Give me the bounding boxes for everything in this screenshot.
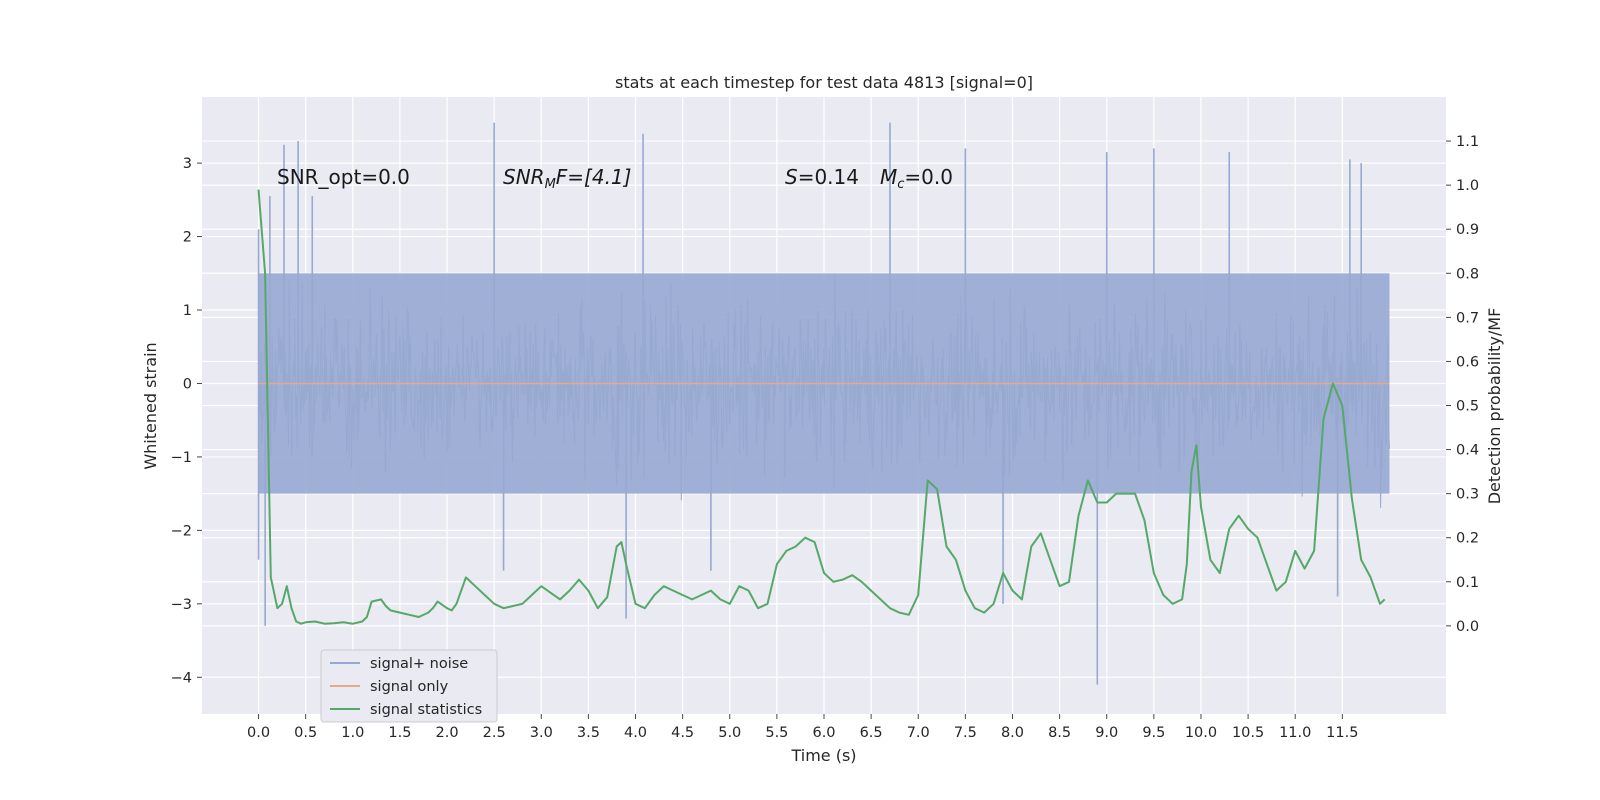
y-right-tick-label: 0.3 <box>1456 487 1479 503</box>
signal-statistics-series <box>257 189 1386 625</box>
y-axis-label: Whitened strain <box>141 342 160 469</box>
legend-label-signal-noise: signal+ noise <box>370 656 468 672</box>
y-right-tick-label: 0.2 <box>1456 531 1479 547</box>
x-tick-label: 11.0 <box>1279 725 1311 741</box>
x-tick-label: 8.5 <box>1048 725 1071 741</box>
annotation-snr-opt: SNR_opt=0.0 <box>277 165 410 189</box>
x-tick-label: 2.5 <box>483 725 506 741</box>
x-tick-label: 10.0 <box>1185 725 1217 741</box>
legend-box <box>320 649 498 723</box>
x-tick-label: 7.0 <box>907 725 930 741</box>
x-tick-label: 1.5 <box>388 725 411 741</box>
y-right-tick-label: 0.5 <box>1456 399 1479 415</box>
y-tick-label: −1 <box>171 450 192 466</box>
x-tick-label: 7.5 <box>954 725 977 741</box>
x-tick-label: 2.0 <box>435 725 458 741</box>
y-tick-label: 1 <box>183 303 192 319</box>
legend-label-signal-only: signal only <box>370 679 449 695</box>
y-right-tick-label: 0.8 <box>1456 266 1479 282</box>
y-right-tick-label: 1.0 <box>1456 178 1479 194</box>
x-tick-label: 4.0 <box>624 725 647 741</box>
y-tick-label: 0 <box>183 376 192 392</box>
y-right-tick-label: 0.4 <box>1456 443 1479 459</box>
y-right-axis-ticks: 1.1 1.0 0.9 0.8 0.7 0.6 0.5 0.4 0.3 0.2 0.1 0.0 <box>1446 134 1479 635</box>
y-tick-label: −4 <box>171 670 192 686</box>
annotation-snr-mf: SNRMF=[4.1] <box>503 165 631 192</box>
x-tick-label: 5.0 <box>718 725 741 741</box>
x-tick-label: 4.5 <box>671 725 694 741</box>
x-tick-label: 10.5 <box>1232 725 1264 741</box>
x-axis-ticks: 0.0 0.5 1.0 1.5 2.0 2.5 3.0 3.5 4.0 4.5 5.0 5.5 6.0 6… <box>247 714 1358 741</box>
x-tick-label: 0.5 <box>294 725 317 741</box>
y-right-tick-label: 0.9 <box>1456 222 1479 238</box>
x-tick-label: 11.5 <box>1326 725 1358 741</box>
chart-title: stats at each timestep for test data 481… <box>615 73 1033 92</box>
y-tick-label: 2 <box>183 230 192 246</box>
y-tick-label: 3 <box>183 156 192 172</box>
x-tick-label: 9.0 <box>1095 725 1118 741</box>
y-tick-label: −3 <box>171 597 192 613</box>
signal-statistics-line <box>257 189 1386 625</box>
y-tick-label: −2 <box>171 523 192 539</box>
x-tick-label: 8.0 <box>1001 725 1024 741</box>
x-tick-label: 5.5 <box>765 725 788 741</box>
x-tick-label: 9.5 <box>1142 725 1165 741</box>
x-tick-label: 6.0 <box>812 725 835 741</box>
y-right-tick-label: 0.7 <box>1456 310 1479 326</box>
y-right-tick-label: 0.0 <box>1456 619 1479 635</box>
annotation-s: S=0.14 <box>785 165 859 189</box>
noise-line <box>258 273 1390 508</box>
y-axis-ticks: 3 2 1 0 −1 −2 −3 −4 <box>171 156 202 686</box>
x-tick-label: 6.5 <box>860 725 883 741</box>
y-right-tick-label: 0.6 <box>1456 354 1479 370</box>
legend: signal+ noise signal only signal statist… <box>320 649 498 723</box>
y-right-axis-label: Detection probability/MF <box>1485 308 1504 505</box>
x-tick-label: 3.5 <box>577 725 600 741</box>
x-tick-label: 0.0 <box>247 725 270 741</box>
y-right-tick-label: 0.1 <box>1456 575 1479 591</box>
annotation-mc: Mc=0.0 <box>880 165 953 192</box>
y-right-tick-label: 1.1 <box>1456 134 1479 150</box>
x-axis-label: Time (s) <box>790 746 856 765</box>
x-tick-label: 1.0 <box>341 725 364 741</box>
legend-label-signal-statistics: signal statistics <box>370 702 482 718</box>
x-tick-label: 3.0 <box>530 725 553 741</box>
